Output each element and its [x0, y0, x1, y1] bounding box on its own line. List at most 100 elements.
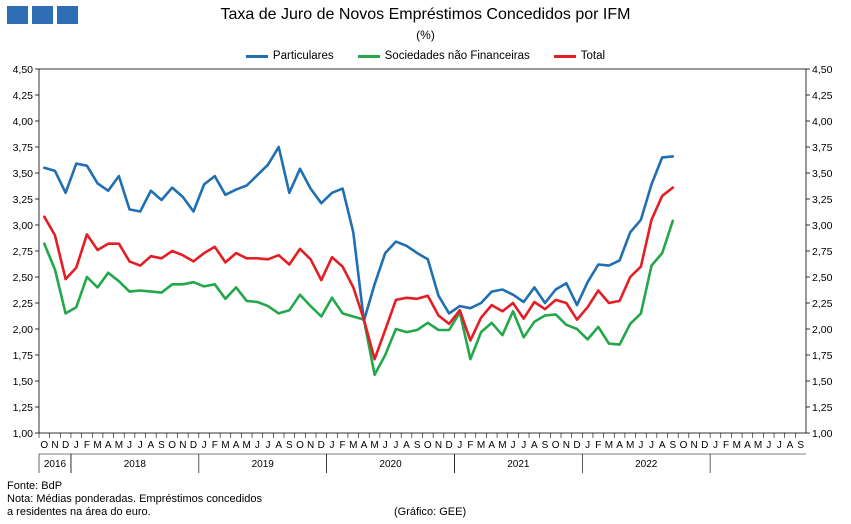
legend-label: Total — [580, 50, 606, 62]
x-month-label: J — [649, 440, 654, 451]
x-month-label: J — [383, 440, 388, 451]
x-month-label: J — [585, 440, 590, 451]
x-month-label: F — [340, 440, 346, 451]
y-tick-label-right: 3,50 — [812, 168, 833, 180]
x-month-label: J — [138, 440, 143, 451]
x-month-label: A — [275, 440, 282, 451]
x-month-label: A — [361, 440, 368, 451]
x-month-label: J — [638, 440, 643, 451]
x-month-label: M — [243, 440, 251, 451]
x-month-label: F — [84, 440, 90, 451]
x-month-label: M — [370, 440, 378, 451]
y-tick-label-left: 4,00 — [13, 116, 34, 128]
x-month-label: J — [457, 440, 462, 451]
y-tick-label-right: 2,00 — [812, 324, 833, 336]
x-month-label: N — [435, 440, 442, 451]
x-month-label: N — [563, 440, 570, 451]
x-month-label: A — [488, 440, 495, 451]
footer-notes: Fonte: BdP Nota: Médias ponderadas. Empr… — [7, 480, 262, 519]
x-month-label: M — [605, 440, 613, 451]
x-year-label: 2020 — [379, 459, 402, 470]
x-month-label: J — [777, 440, 782, 451]
x-month-label: S — [158, 440, 165, 451]
legend-swatch — [357, 54, 380, 58]
x-month-label: O — [552, 440, 560, 451]
y-tick-label-left: 1,50 — [13, 376, 34, 388]
x-month-label: D — [573, 440, 580, 451]
x-month-label: J — [127, 440, 132, 451]
y-tick-label-right: 3,00 — [812, 220, 833, 232]
chart-title: Taxa de Juro de Novos Empréstimos Conced… — [220, 6, 631, 23]
legend-label: Particulares — [272, 50, 334, 62]
x-month-label: D — [62, 440, 69, 451]
x-month-label: F — [212, 440, 218, 451]
logo-block — [32, 6, 53, 24]
y-tick-label-left: 3,25 — [13, 194, 34, 206]
x-month-label: S — [414, 440, 421, 451]
method-note: a residentes na área do euro. — [7, 506, 151, 518]
x-month-label: M — [93, 440, 101, 451]
x-month-label: J — [74, 440, 79, 451]
x-month-label: A — [744, 440, 751, 451]
x-month-label: S — [670, 440, 677, 451]
x-month-label: A — [105, 440, 112, 451]
x-month-label: O — [296, 440, 304, 451]
x-month-label: J — [202, 440, 207, 451]
method-note: Nota: Médias ponderadas. Empréstimos con… — [7, 493, 262, 505]
y-tick-label-left: 1,00 — [13, 428, 34, 440]
x-month-label: F — [467, 440, 473, 451]
x-month-label: F — [723, 440, 729, 451]
x-month-label: J — [255, 440, 260, 451]
y-tick-label-right: 3,75 — [812, 142, 833, 154]
x-month-label: A — [787, 440, 794, 451]
x-month-label: S — [286, 440, 293, 451]
x-month-label: J — [329, 440, 334, 451]
y-tick-label-left: 3,75 — [13, 142, 34, 154]
y-tick-label-left: 4,25 — [13, 90, 34, 102]
y-tick-label-right: 2,75 — [812, 246, 833, 258]
series-line — [42, 186, 675, 361]
x-month-label: A — [233, 440, 240, 451]
x-year-label: 2019 — [252, 459, 275, 470]
x-month-label: J — [511, 440, 516, 451]
x-month-label: N — [179, 440, 186, 451]
x-month-label: N — [691, 440, 698, 451]
x-month-label: O — [680, 440, 688, 451]
legend-label: Sociedades não Financeiras — [384, 50, 530, 62]
legend-item: Sociedades não Financeiras — [357, 50, 530, 62]
y-tick-label-left: 3,50 — [13, 168, 34, 180]
x-month-label: O — [424, 440, 432, 451]
x-month-label: A — [659, 440, 666, 451]
x-month-label: J — [521, 440, 526, 451]
chart-credit: (Gráfico: GEE) — [394, 506, 467, 518]
legend-swatch — [245, 54, 268, 58]
legend-item: Total — [553, 50, 606, 62]
x-month-label: F — [595, 440, 601, 451]
y-tick-label-left: 2,25 — [13, 298, 34, 310]
y-tick-label-right: 4,50 — [812, 64, 833, 76]
series-line — [42, 145, 675, 323]
x-month-label: M — [477, 440, 485, 451]
y-tick-label-left: 3,00 — [13, 220, 34, 232]
x-month-label: M — [349, 440, 357, 451]
x-month-label: N — [307, 440, 314, 451]
y-tick-label-right: 1,75 — [812, 350, 833, 362]
series-line — [42, 219, 675, 377]
x-year-label: 2016 — [44, 459, 67, 470]
x-month-label: A — [403, 440, 410, 451]
x-month-label: O — [168, 440, 176, 451]
legend: Particulares Sociedades não Financeiras … — [0, 50, 851, 62]
x-month-label: S — [797, 440, 804, 451]
x-month-label: D — [318, 440, 325, 451]
y-tick-label-right: 1,50 — [812, 376, 833, 388]
x-month-label: M — [498, 440, 506, 451]
y-tick-label-left: 2,75 — [13, 246, 34, 258]
source-note: Fonte: BdP — [7, 480, 63, 492]
x-month-label: A — [148, 440, 155, 451]
y-tick-label-right: 4,25 — [812, 90, 833, 102]
x-month-label: D — [190, 440, 197, 451]
legend-item: Particulares — [245, 50, 334, 62]
x-month-label: A — [531, 440, 538, 451]
x-month-label: J — [266, 440, 271, 451]
